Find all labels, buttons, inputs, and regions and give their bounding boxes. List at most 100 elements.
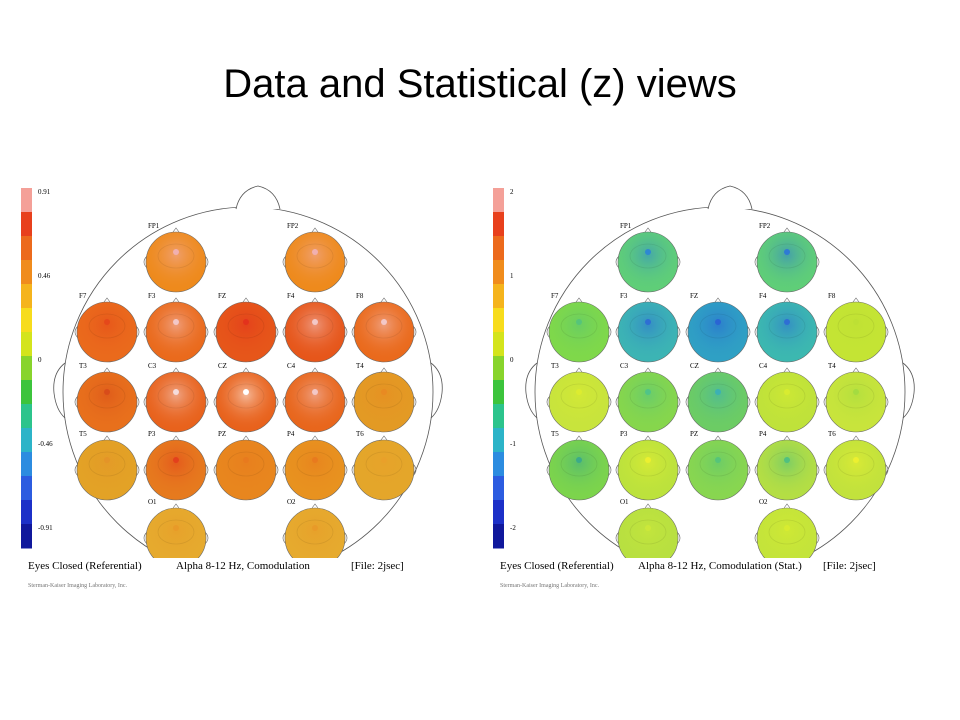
scale-tick-label: 0.91	[38, 188, 51, 196]
electrode-site-marker	[853, 389, 859, 395]
electrode-head-p3: P3	[615, 430, 681, 501]
electrode-site-marker	[715, 389, 721, 395]
electrode-site-marker	[645, 319, 651, 325]
electrode-label: F8	[828, 292, 836, 300]
electrode-head-pz: PZ	[213, 430, 279, 501]
scale-segment	[493, 212, 504, 237]
electrode-site-marker	[784, 249, 790, 255]
electrode-head-t6: T6	[823, 430, 889, 501]
electrode-label: T4	[356, 362, 364, 370]
scale-segment	[493, 428, 504, 453]
nose-shape	[235, 185, 281, 210]
scale-tick-label: 2	[510, 188, 514, 196]
topomap-left: 0.91 0.46 0 -0.46 -0.91 FP1 FP2 F7 F3 FZ F4 F8 T3 C3 C…	[21, 185, 443, 558]
electrode-site-marker	[243, 457, 249, 463]
scale-segment	[493, 524, 504, 549]
lab-credit: Sterman-Kaiser Imaging Laboratory, Inc.	[500, 583, 600, 589]
file-label: [File: 2jsec]	[351, 560, 404, 572]
electrode-site-marker	[381, 389, 387, 395]
electrode-label: T3	[79, 362, 87, 370]
electrode-head-f7: F7	[74, 292, 140, 363]
electrode-label: FP1	[148, 222, 160, 230]
electrode-site-marker	[715, 319, 721, 325]
electrode-head-t5: T5	[74, 430, 140, 501]
slide-title: Data and Statistical (z) views	[223, 62, 737, 106]
electrode-site-marker	[173, 457, 179, 463]
electrode-head-p4: P4	[754, 430, 820, 501]
condition-label: Eyes Closed (Referential)	[500, 560, 614, 572]
scale-tick-label: 0	[38, 356, 42, 364]
nose-shape	[707, 185, 753, 210]
scale-tick-label: 0.46	[38, 272, 51, 280]
color-scale-bar: 2 1 0 -1 -2	[493, 188, 516, 549]
electrode-label: PZ	[690, 430, 698, 438]
electrode-head-fp2: FP2	[754, 222, 820, 293]
scale-tick-label: -0.91	[38, 524, 53, 532]
scale-segment	[493, 452, 504, 477]
electrode-site-marker	[784, 389, 790, 395]
caption-right: Eyes Closed (Referential) Alpha 8-12 Hz,…	[500, 560, 955, 576]
scale-segment	[493, 188, 504, 213]
electrode-head-pz: PZ	[685, 430, 751, 501]
electrode-label: F8	[356, 292, 364, 300]
electrode-site-marker	[784, 319, 790, 325]
electrode-site-marker	[784, 525, 790, 531]
electrode-head-cz: CZ	[213, 362, 279, 433]
color-scale-bar: 0.91 0.46 0 -0.46 -0.91	[21, 188, 53, 549]
scale-tick-label: -0.46	[38, 440, 53, 448]
electrode-label: F4	[759, 292, 767, 300]
electrode-label: T6	[828, 430, 836, 438]
scale-segment	[493, 404, 504, 429]
scale-segment	[493, 476, 504, 501]
electrode-label: P3	[620, 430, 628, 438]
electrode-label: O1	[148, 498, 157, 506]
electrode-head-c4: C4	[754, 362, 820, 433]
electrode-site-marker	[312, 319, 318, 325]
right-ear-shape	[902, 362, 915, 419]
scale-segment	[21, 380, 32, 405]
electrode-site-marker	[243, 319, 249, 325]
electrode-site-marker	[853, 319, 859, 325]
electrode-label: O2	[287, 498, 296, 506]
electrode-site-marker	[243, 389, 249, 395]
electrode-label: T5	[551, 430, 559, 438]
scale-segment	[21, 260, 32, 285]
electrode-site-marker	[173, 249, 179, 255]
electrode-label: F3	[148, 292, 156, 300]
electrode-site-marker	[173, 319, 179, 325]
electrode-label: F7	[551, 292, 559, 300]
electrode-head-f8: F8	[351, 292, 417, 363]
electrode-label: O1	[620, 498, 629, 506]
caption-left: Eyes Closed (Referential) Alpha 8-12 Hz,…	[28, 560, 483, 576]
electrode-head-t4: T4	[823, 362, 889, 433]
electrode-label: C4	[759, 362, 768, 370]
electrode-label: O2	[759, 498, 768, 506]
electrode-site-marker	[645, 389, 651, 395]
electrode-site-marker	[853, 457, 859, 463]
scale-segment	[21, 404, 32, 429]
electrode-head-t4: T4	[351, 362, 417, 433]
electrode-label: C4	[287, 362, 296, 370]
electrode-head-fp1: FP1	[143, 222, 209, 293]
scale-tick-label: -2	[510, 524, 516, 532]
scale-segment	[493, 260, 504, 285]
electrode-site-marker	[312, 457, 318, 463]
data-view-panel: 0.91 0.46 0 -0.46 -0.91 FP1 FP2 F7 F3 FZ F4 F8 T3 C3 C…	[18, 178, 483, 598]
electrode-head-fp2: FP2	[282, 222, 348, 293]
scale-segment	[21, 308, 32, 333]
electrode-head-t5: T5	[546, 430, 612, 501]
electrode-head-fp1: FP1	[615, 222, 681, 293]
electrode-site-marker	[381, 319, 387, 325]
electrode-head-t6: T6	[351, 430, 417, 501]
electrode-head-cz: CZ	[685, 362, 751, 433]
band-label: Alpha 8-12 Hz, Comodulation	[176, 560, 310, 572]
electrode-label: P4	[759, 430, 767, 438]
scale-segment	[493, 308, 504, 333]
scale-segment	[21, 500, 32, 525]
electrode-label: F3	[620, 292, 628, 300]
scale-segment	[21, 284, 32, 309]
electrode-label: T4	[828, 362, 836, 370]
electrode-label: FP1	[620, 222, 632, 230]
scale-segment	[493, 284, 504, 309]
electrode-site-marker	[104, 457, 110, 463]
